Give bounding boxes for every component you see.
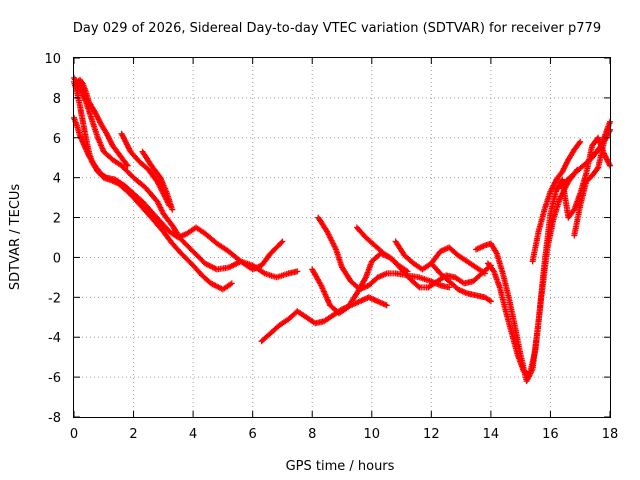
y-tick-label: 6 xyxy=(53,132,61,147)
x-axis-label: GPS time / hours xyxy=(286,459,395,474)
x-tick-label: 16 xyxy=(542,427,559,442)
satellite-track-15 xyxy=(529,138,584,265)
satellite-track-12 xyxy=(428,260,494,305)
data-points xyxy=(139,148,176,213)
data-points xyxy=(392,238,488,277)
x-tick-label: 6 xyxy=(249,427,257,442)
satellite-track-7 xyxy=(258,294,390,345)
y-tick-label: -6 xyxy=(48,371,61,386)
plot-frame xyxy=(73,57,611,418)
x-tick-label: 4 xyxy=(189,427,197,442)
y-tick-label: 0 xyxy=(53,251,61,266)
satellite-track-6 xyxy=(139,148,176,213)
data-points xyxy=(258,294,390,345)
y-tick-label: 10 xyxy=(44,52,61,67)
y-tick-label: -8 xyxy=(48,411,61,426)
data-points xyxy=(484,166,581,379)
data-points xyxy=(74,76,131,169)
y-tick-label: -4 xyxy=(48,331,61,346)
y-axis-label: SDTVAR / TECUs xyxy=(8,184,23,291)
y-tick-label: 8 xyxy=(53,92,61,107)
satellite-track-4 xyxy=(74,76,131,169)
data-marks xyxy=(71,74,613,385)
grid-lines xyxy=(74,58,610,417)
data-points xyxy=(529,138,584,265)
x-tick-label: 14 xyxy=(483,427,500,442)
y-tick-label: 2 xyxy=(53,212,61,227)
y-tick-labels: -8 -6 -4 -2 0 2 4 6 8 10 xyxy=(44,52,61,426)
data-points xyxy=(571,126,613,239)
x-tick-label: 10 xyxy=(364,427,381,442)
x-tick-label: 0 xyxy=(70,427,78,442)
x-tick-label: 12 xyxy=(423,427,440,442)
satellite-track-17 xyxy=(571,126,613,239)
satellite-track-11 xyxy=(392,238,488,277)
data-points xyxy=(428,260,494,305)
x-tick-labels: 0 2 4 6 8 10 12 14 16 18 xyxy=(70,427,618,442)
x-tick-label: 8 xyxy=(308,427,316,442)
y-tick-label: -2 xyxy=(48,291,61,306)
x-tick-label: 2 xyxy=(129,427,137,442)
satellite-track-14 xyxy=(484,166,581,379)
y-tick-label: 4 xyxy=(53,172,61,187)
chart-title: Day 029 of 2026, Sidereal Day-to-day VTE… xyxy=(73,21,601,36)
x-tick-label: 18 xyxy=(602,427,619,442)
axis-ticks xyxy=(73,57,611,418)
